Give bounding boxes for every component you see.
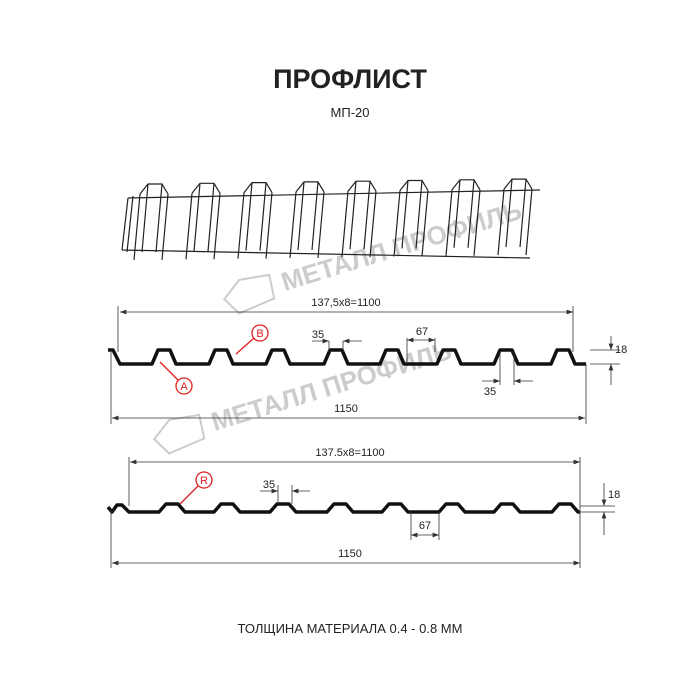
profile-b-line bbox=[106, 502, 580, 514]
sheet-rib bbox=[341, 180, 377, 258]
profile-a: 137,5x8=1100 1150 35 67 35 18 A B bbox=[108, 297, 627, 424]
top-flat-dimension: 35 bbox=[263, 479, 275, 491]
page-subtitle: МП-20 bbox=[331, 105, 370, 120]
bottom-flat-dimension: 67 bbox=[416, 326, 428, 338]
total-width-dimension: 1150 bbox=[334, 403, 358, 415]
page-title: ПРОФЛИСТ bbox=[273, 64, 427, 94]
watermark-2: МЕТАЛЛ ПРОФИЛЬ bbox=[152, 335, 455, 455]
marker-b: B bbox=[256, 328, 263, 340]
sheet-rib bbox=[185, 182, 221, 260]
height-dimension: 18 bbox=[608, 489, 620, 501]
marker-a: A bbox=[180, 381, 188, 393]
material-thickness: ТОЛЩИНА МАТЕРИАЛА 0.4 - 0.8 ММ bbox=[238, 621, 463, 636]
sheet-3d-view bbox=[121, 178, 541, 261]
svg-text:МЕТАЛЛ ПРОФИЛЬ: МЕТАЛЛ ПРОФИЛЬ bbox=[278, 195, 526, 297]
rib-dimension: 35 bbox=[484, 386, 496, 398]
sheet-rib bbox=[121, 189, 541, 259]
profile-a-line bbox=[108, 348, 586, 366]
top-flat-dimension: 35 bbox=[312, 329, 324, 341]
marker-r: R bbox=[200, 475, 208, 487]
profile-b: 137.5x8=1100 1150 35 67 18 R bbox=[106, 447, 620, 568]
sheet-rib bbox=[237, 182, 273, 259]
sheet-rib bbox=[393, 179, 429, 257]
total-width-dimension: 1150 bbox=[338, 548, 362, 560]
sheet-rib bbox=[289, 181, 325, 258]
height-dimension: 18 bbox=[615, 344, 627, 356]
pitch-dimension: 137,5x8=1100 bbox=[311, 297, 380, 309]
sheet-rib bbox=[133, 183, 169, 261]
bottom-flat-dimension: 67 bbox=[419, 520, 431, 532]
pitch-dimension: 137.5x8=1100 bbox=[315, 447, 384, 459]
sheet-rib bbox=[445, 179, 481, 256]
sheet-rib bbox=[497, 178, 533, 256]
